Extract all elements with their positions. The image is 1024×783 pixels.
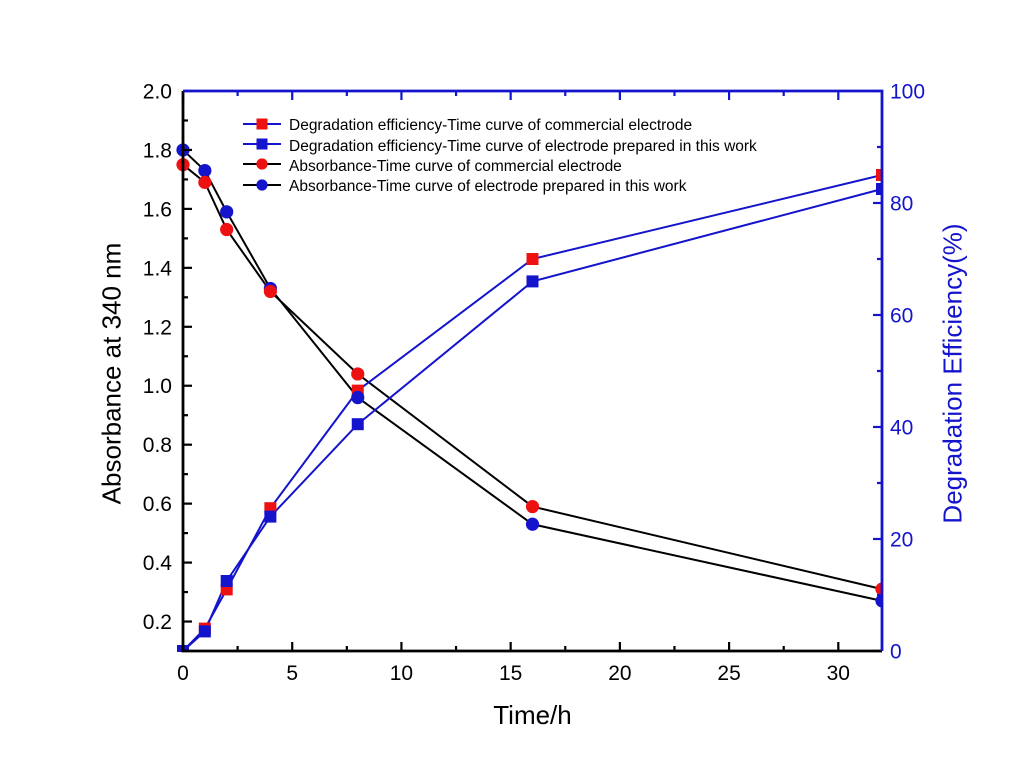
tick-label: 30	[827, 662, 850, 685]
tick-label: 0	[177, 662, 189, 685]
y-left-axis-title: Absorbance at 340 nm	[96, 242, 127, 505]
legend-marker-blue-square	[242, 137, 282, 156]
data-point	[220, 575, 233, 587]
legend-item-label: Degradation efficiency-Time curve of com…	[289, 117, 693, 135]
data-point	[526, 275, 539, 288]
legend-item-label: Absorbance-Time curve of commercial elec…	[289, 157, 622, 175]
legend-item: Degradation efficiency-Time curve of com…	[242, 116, 757, 136]
tick-label: 0	[890, 641, 902, 664]
legend-marker-blue-circle	[242, 178, 282, 197]
axis-frame-blue	[183, 89, 884, 651]
tick-label: 10	[390, 662, 413, 685]
tick-label: 1.2	[143, 316, 172, 339]
data-layer	[176, 143, 883, 652]
legend: Degradation efficiency-Time curve of com…	[242, 116, 757, 198]
x-axis-title: Time/h	[493, 700, 572, 730]
tick-label: 1.4	[143, 257, 173, 280]
legend-item-label: Degradation efficiency-Time curve of ele…	[289, 137, 757, 155]
tick-label: 40	[890, 417, 913, 440]
data-point	[525, 517, 540, 531]
legend-marker-red-square	[242, 117, 282, 136]
tick-label: 0.8	[143, 434, 172, 457]
series-markers	[177, 169, 883, 652]
legend-marker-red-circle	[242, 157, 282, 176]
tick-label: 80	[890, 193, 913, 216]
tick-label: 100	[890, 81, 925, 104]
legend-item-label: Absorbance-Time curve of electrode prepa…	[289, 178, 687, 196]
tick-label: 15	[499, 662, 522, 685]
axis-frame-black	[181, 91, 882, 653]
tick-label: 0.2	[143, 611, 172, 634]
series-line	[182, 174, 883, 652]
tick-label: 20	[608, 662, 631, 685]
tick-labels: 0 5 10 15 20 25 30 0.2 0.4 0.6 0.8 1.0 1.2 1.4 1.6 1.8 2…	[143, 81, 925, 686]
tick-label: 1.0	[143, 375, 172, 398]
tick-label: 0.6	[143, 493, 172, 516]
data-point	[351, 367, 365, 381]
tick-label: 1.6	[143, 198, 172, 221]
data-point	[198, 163, 212, 178]
data-point	[263, 284, 277, 299]
tick-label: 5	[286, 662, 298, 685]
tick-label: 1.8	[143, 139, 172, 162]
data-point	[351, 390, 365, 405]
data-point	[198, 175, 212, 189]
legend-item: Absorbance-Time curve of electrode prepa…	[242, 177, 757, 197]
legend-marker-glyph	[243, 158, 281, 171]
legend-item: Absorbance-Time curve of commercial elec…	[242, 157, 757, 177]
data-point	[264, 510, 277, 523]
legend-marker-glyph	[243, 118, 281, 130]
tick-label: 2.0	[143, 81, 172, 104]
data-point	[525, 499, 540, 514]
legend-marker-glyph	[243, 138, 281, 150]
tick-label: 60	[890, 305, 913, 328]
tick-label: 20	[890, 529, 913, 552]
tick-label: 0.4	[143, 552, 173, 575]
tick-label: 25	[717, 662, 740, 685]
data-point	[351, 418, 364, 431]
y-right-axis-title: Degradation Efficiency(%)	[937, 223, 968, 524]
legend-item: Degradation efficiency-Time curve of ele…	[242, 136, 757, 156]
legend-marker-glyph	[243, 179, 281, 191]
data-point	[876, 169, 883, 181]
data-point	[526, 253, 539, 265]
data-point	[220, 222, 234, 237]
data-point	[198, 625, 211, 638]
data-point	[220, 205, 234, 219]
series-markers	[176, 143, 883, 608]
data-point	[876, 183, 883, 195]
